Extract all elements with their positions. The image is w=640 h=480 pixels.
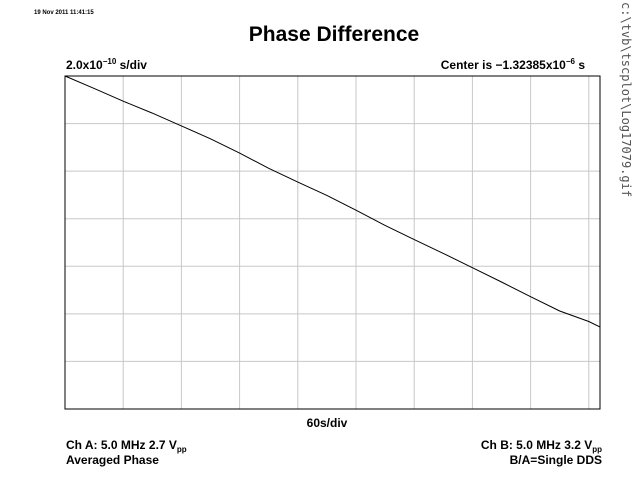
- channel-a-info: Ch A: 5.0 MHz 2.7 Vpp: [66, 438, 187, 454]
- channel-b-text: Ch B: 5.0 MHz 3.2 V: [480, 438, 593, 452]
- center-exponent: −6: [565, 57, 575, 66]
- file-path-label: c:\tvb\tscplot\Log17079.gif: [619, 2, 633, 198]
- center-prefix: Center is −1.32385x10: [440, 58, 566, 72]
- channel-b-unit-sub: pp: [592, 445, 602, 454]
- channel-b-info: Ch B: 5.0 MHz 3.2 Vpp: [481, 438, 602, 454]
- center-label: Center is −1.32385x10−6 s: [441, 57, 585, 72]
- chart-title: Phase Difference: [248, 23, 420, 46]
- plot-grid: [65, 76, 600, 409]
- channel-a-unit-sub: pp: [176, 445, 187, 454]
- y-scale-exponent: −10: [102, 57, 117, 66]
- channel-a-text: Ch A: 5.0 MHz 2.7 V: [66, 438, 177, 452]
- ratio-mode: B/A=Single DDS: [509, 453, 602, 467]
- y-scale-unit: s/div: [116, 58, 147, 72]
- phase-trace: [64, 75, 601, 328]
- y-scale-base: 2.0x10: [66, 58, 103, 72]
- averaging-mode: Averaged Phase: [66, 453, 159, 467]
- x-scale-label: 60s/div: [306, 416, 348, 430]
- timestamp: 19 Nov 2011 11:41:15: [34, 10, 94, 16]
- y-scale-label: 2.0x10−10 s/div: [66, 57, 147, 72]
- center-unit: s: [574, 58, 585, 72]
- plot-frame: [64, 75, 601, 410]
